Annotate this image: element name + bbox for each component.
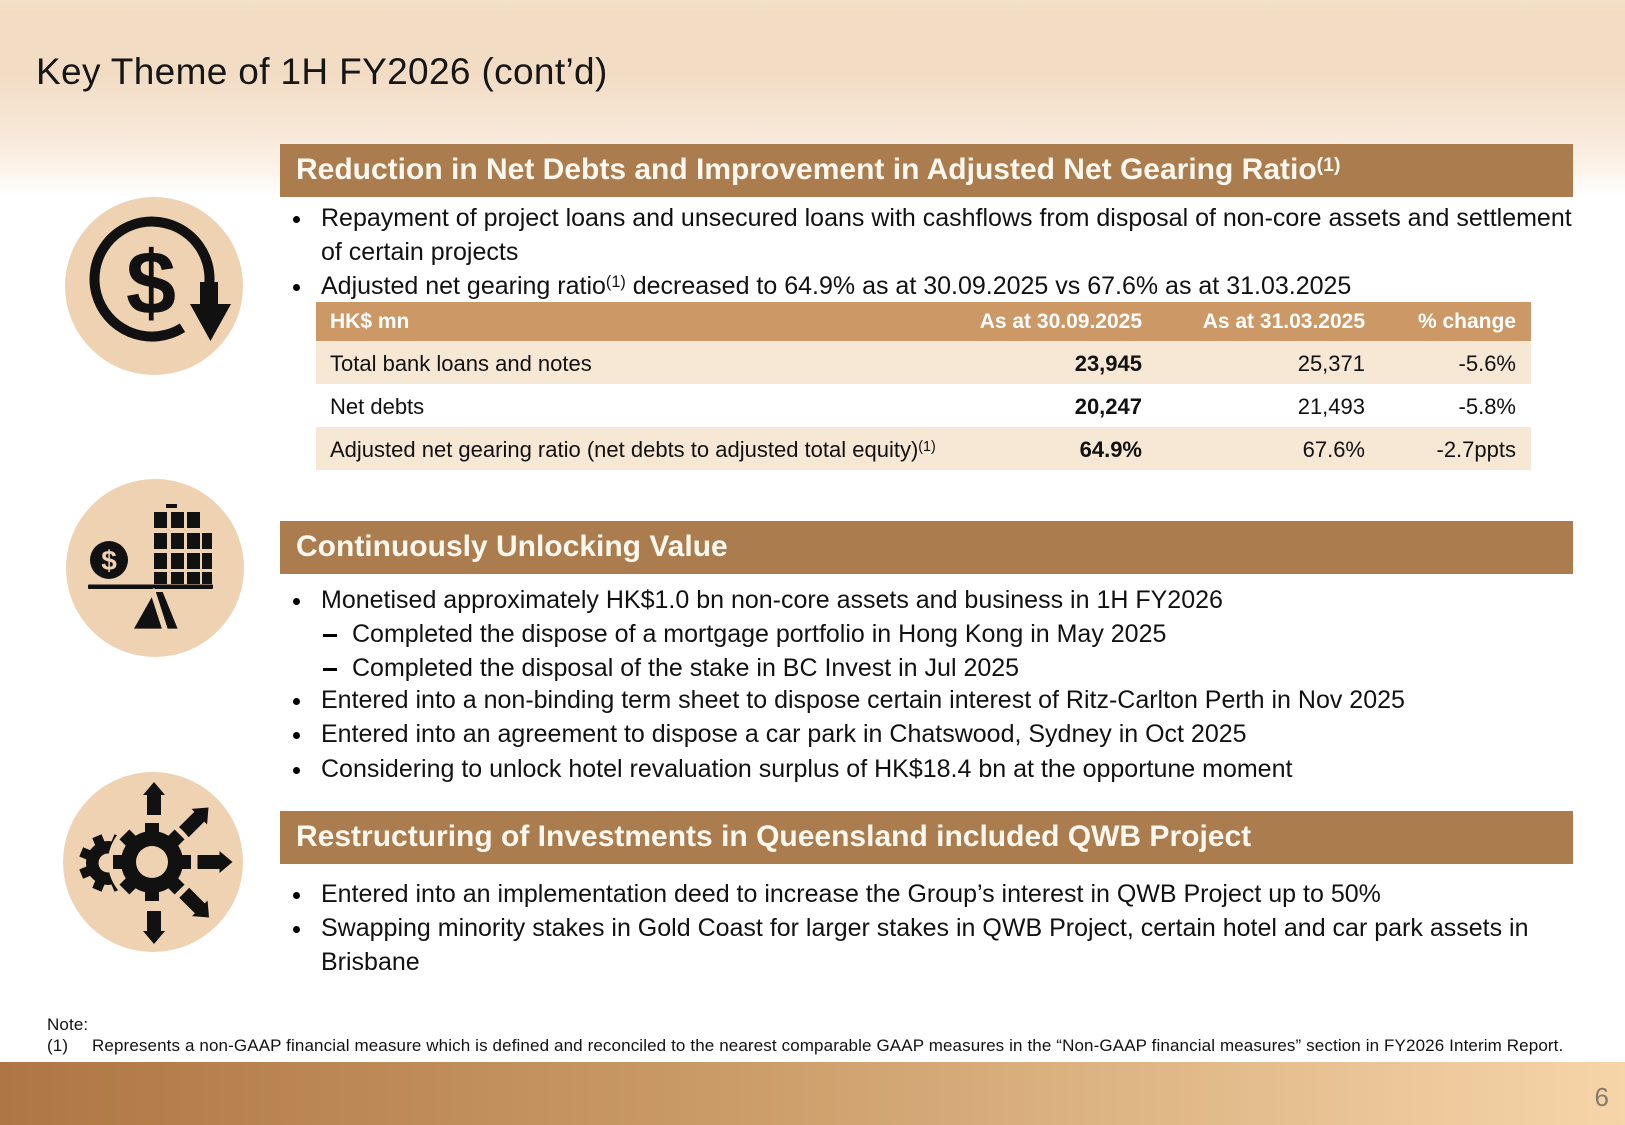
svg-text:$: $ [126, 234, 176, 334]
svg-text:$: $ [101, 545, 117, 576]
